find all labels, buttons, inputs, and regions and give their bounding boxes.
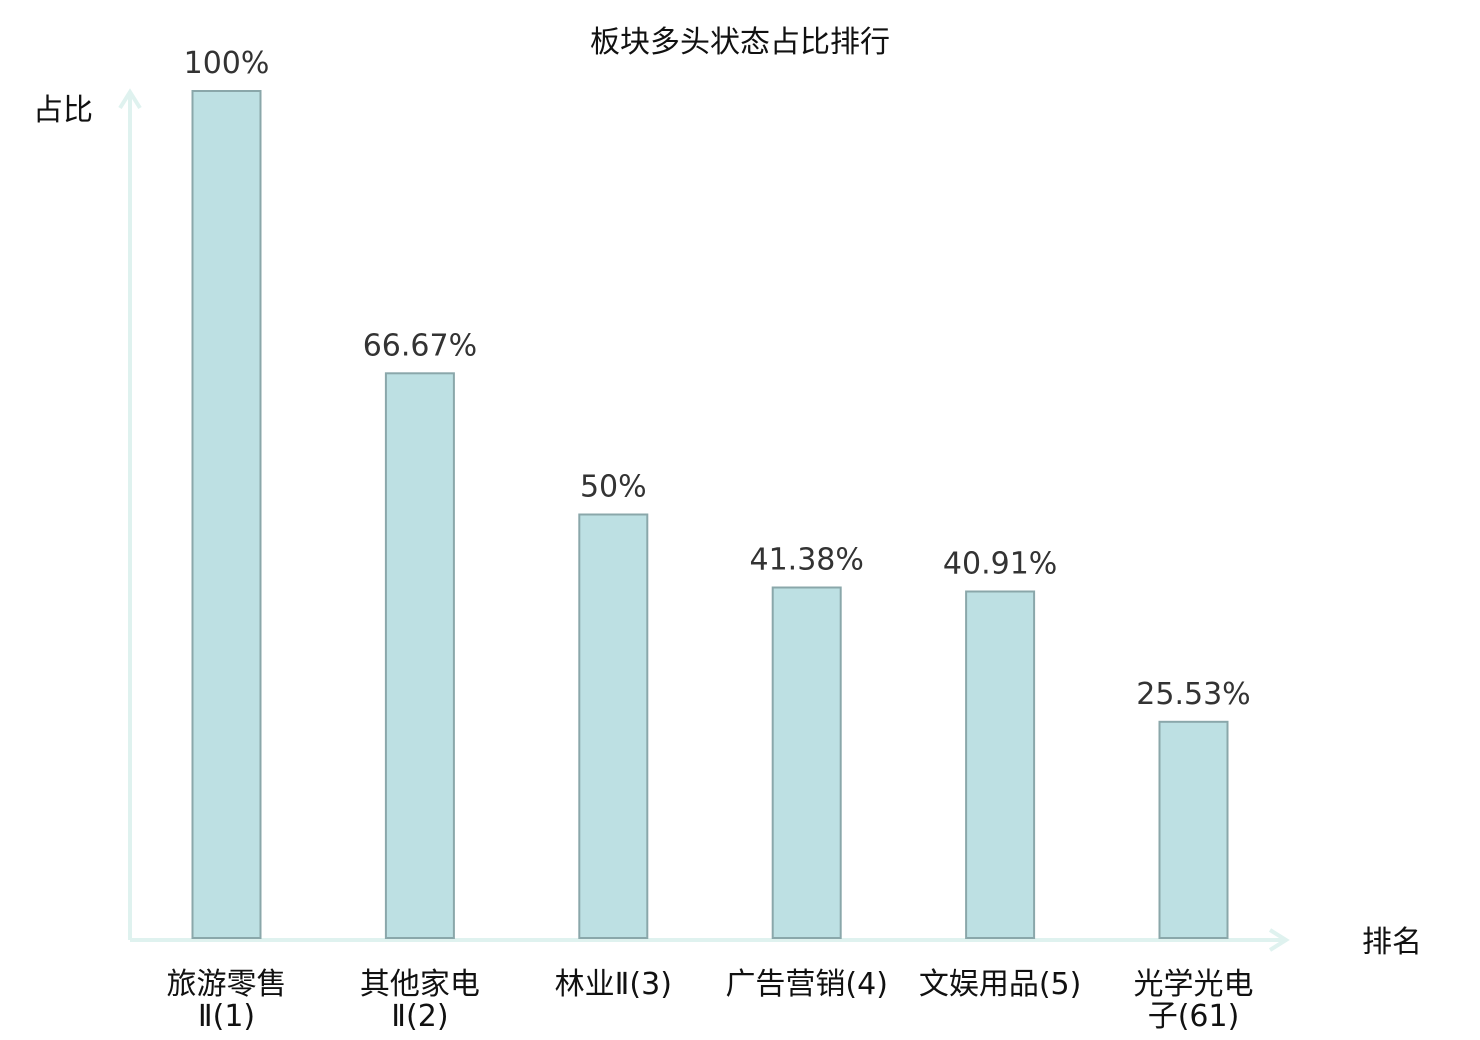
value-label-6: 25.53% [1136,677,1250,712]
category-label-6: 光学光电 [1134,967,1254,1002]
x-axis-arrow [1268,928,1290,952]
bar-3 [578,513,649,939]
bar-6 [1158,720,1229,939]
bar-4 [771,586,842,939]
category-label-3: 林业Ⅱ(3) [555,967,672,1002]
value-label-4: 41.38% [750,543,864,578]
bar-5 [965,590,1036,939]
value-label-3: 50% [580,470,647,505]
y-axis-label: 占比 [33,93,93,128]
category-label-5: 文娱用品(5) [919,967,1082,1002]
y-axis-arrow [118,88,142,110]
category-label-line2-2: Ⅱ(2) [391,999,448,1034]
x-axis-label: 排名 [1362,925,1422,960]
category-label-line2-6: 子(61) [1148,999,1240,1034]
category-label-4: 广告营销(4) [725,967,888,1002]
category-label-1: 旅游零售 [167,967,287,1002]
value-label-2: 66.67% [363,328,477,363]
value-label-1: 100% [184,46,270,81]
category-label-line2-1: Ⅱ(1) [198,999,255,1034]
bar-2 [384,372,455,939]
bar-1 [191,90,262,939]
value-label-5: 40.91% [943,547,1057,582]
chart-title: 板块多头状态占比排行 [590,25,890,60]
category-label-2: 其他家电 [360,967,480,1002]
